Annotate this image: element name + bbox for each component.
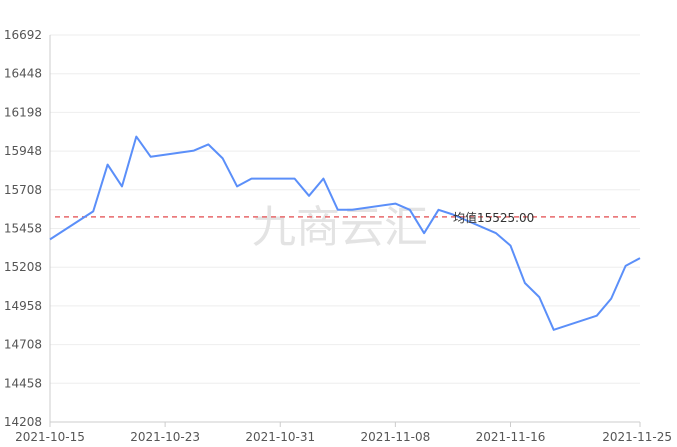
y-tick-label: 14958 bbox=[4, 299, 42, 313]
x-tick-label: 2021-10-31 bbox=[245, 430, 315, 444]
x-tick-label: 2021-11-25 bbox=[602, 430, 672, 444]
y-tick-label: 16448 bbox=[4, 67, 42, 81]
y-tick-label: 15208 bbox=[4, 260, 42, 274]
x-tick-label: 2021-11-16 bbox=[476, 430, 546, 444]
x-tick-label: 2021-10-15 bbox=[15, 430, 85, 444]
x-tick-label: 2021-10-23 bbox=[130, 430, 200, 444]
price-series-line bbox=[49, 135, 641, 331]
average-label: 均值15525.00 bbox=[453, 210, 534, 225]
grid-lines bbox=[50, 34, 640, 384]
y-tick-label: 15708 bbox=[4, 183, 42, 197]
y-tick-label: 16198 bbox=[4, 105, 42, 119]
y-tick-label: 16692 bbox=[4, 28, 42, 42]
y-tick-label: 14208 bbox=[4, 415, 42, 429]
y-tick-label: 15948 bbox=[4, 144, 42, 158]
x-tick-label: 2021-11-08 bbox=[360, 430, 430, 444]
y-tick-label: 14458 bbox=[4, 376, 42, 390]
y-axis-ticks: 16692 16448 16198 15948 15708 15458 15208 14958… bbox=[4, 28, 42, 429]
y-tick-label: 14708 bbox=[4, 338, 42, 352]
y-tick-label: 15458 bbox=[4, 222, 42, 236]
x-axis-ticks: 2021-10-15 2021-10-23 2021-10-31 2021-11-08… bbox=[15, 422, 672, 444]
